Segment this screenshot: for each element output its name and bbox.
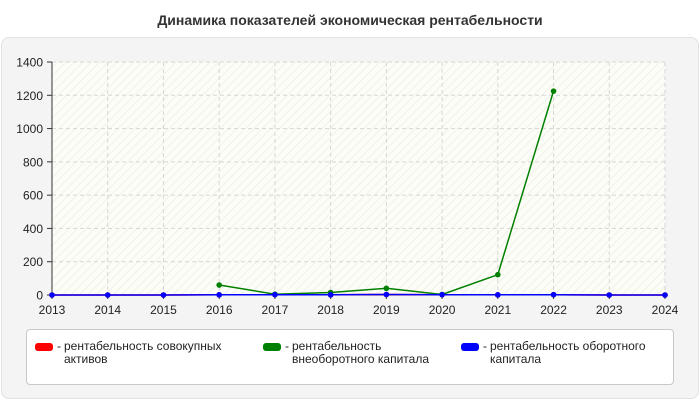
legend-item-assets[interactable]: - рентабельность совокупных активов <box>35 340 257 366</box>
x-tick-label: 2024 <box>652 303 679 317</box>
x-tick-label: 2020 <box>429 303 456 317</box>
data-point-series-3 <box>383 291 390 298</box>
legend-label: рентабельность внеоборотного капитала <box>292 339 429 366</box>
y-tick-label: 800 <box>23 155 43 169</box>
data-point-series-3 <box>606 292 613 298</box>
data-point-series-3 <box>550 291 557 298</box>
x-tick-label: 2013 <box>39 303 66 317</box>
plot-area <box>52 62 665 295</box>
x-tick-label: 2019 <box>373 303 400 317</box>
y-tick-label: 1200 <box>16 89 43 103</box>
x-tick-label: 2014 <box>94 303 121 317</box>
data-point-series-2 <box>216 282 222 288</box>
data-point-series-3 <box>160 292 167 298</box>
x-tick-label: 2016 <box>206 303 233 317</box>
y-tick-label: 1400 <box>16 56 43 70</box>
x-tick-label: 2018 <box>317 303 344 317</box>
x-tick-label: 2021 <box>484 303 511 317</box>
data-point-series-2 <box>495 271 501 278</box>
data-point-series-3 <box>216 292 222 298</box>
y-tick-label: 200 <box>23 255 43 269</box>
x-tick-label: 2017 <box>262 303 289 317</box>
legend-dash: - <box>57 339 61 353</box>
x-tick-labels: 2013 2014 2015 2016 2017 2018 2019 2020 2021 2022… <box>39 303 679 317</box>
legend-item-current[interactable]: - рентабельность оборотного капитала <box>461 340 667 366</box>
legend: - рентабельность совокупных активов - ре… <box>26 329 674 385</box>
y-tick-label: 1000 <box>16 122 43 136</box>
grid <box>52 61 666 295</box>
y-tick-label: 600 <box>23 189 43 203</box>
data-point-series-2 <box>550 88 557 94</box>
legend-label: рентабельность совокупных активов <box>64 339 222 366</box>
data-point-series-3 <box>439 291 445 298</box>
data-point-series-3 <box>49 292 55 298</box>
data-point-series-3 <box>272 291 278 298</box>
legend-label: рентабельность оборотного капитала <box>490 339 646 366</box>
y-tick-label: 400 <box>23 222 43 236</box>
legend-swatch-red <box>35 343 53 351</box>
x-tick-label: 2022 <box>540 303 567 317</box>
chart-title: Динамика показателей экономическая рента… <box>157 12 543 28</box>
x-tick-label: 2023 <box>596 303 623 317</box>
data-point-series-3 <box>327 292 334 298</box>
legend-swatch-blue <box>461 343 479 351</box>
legend-swatch-green <box>263 343 281 351</box>
data-point-series-3 <box>104 292 111 298</box>
y-tick-label: 0 <box>36 289 43 303</box>
data-point-series-3 <box>662 292 668 298</box>
legend-dash: - <box>285 339 289 353</box>
legend-item-noncurrent[interactable]: - рентабельность внеоборотного капитала <box>263 340 453 366</box>
data-point-series-2 <box>383 285 390 292</box>
y-tick-labels: 0 200 400 600 800 1000 1200 1400 <box>16 56 43 303</box>
series-layer <box>49 88 668 298</box>
legend-dash: - <box>483 339 487 353</box>
series-line-3 <box>52 293 665 296</box>
x-tick-label: 2015 <box>150 303 177 317</box>
data-point-series-3 <box>495 292 501 298</box>
